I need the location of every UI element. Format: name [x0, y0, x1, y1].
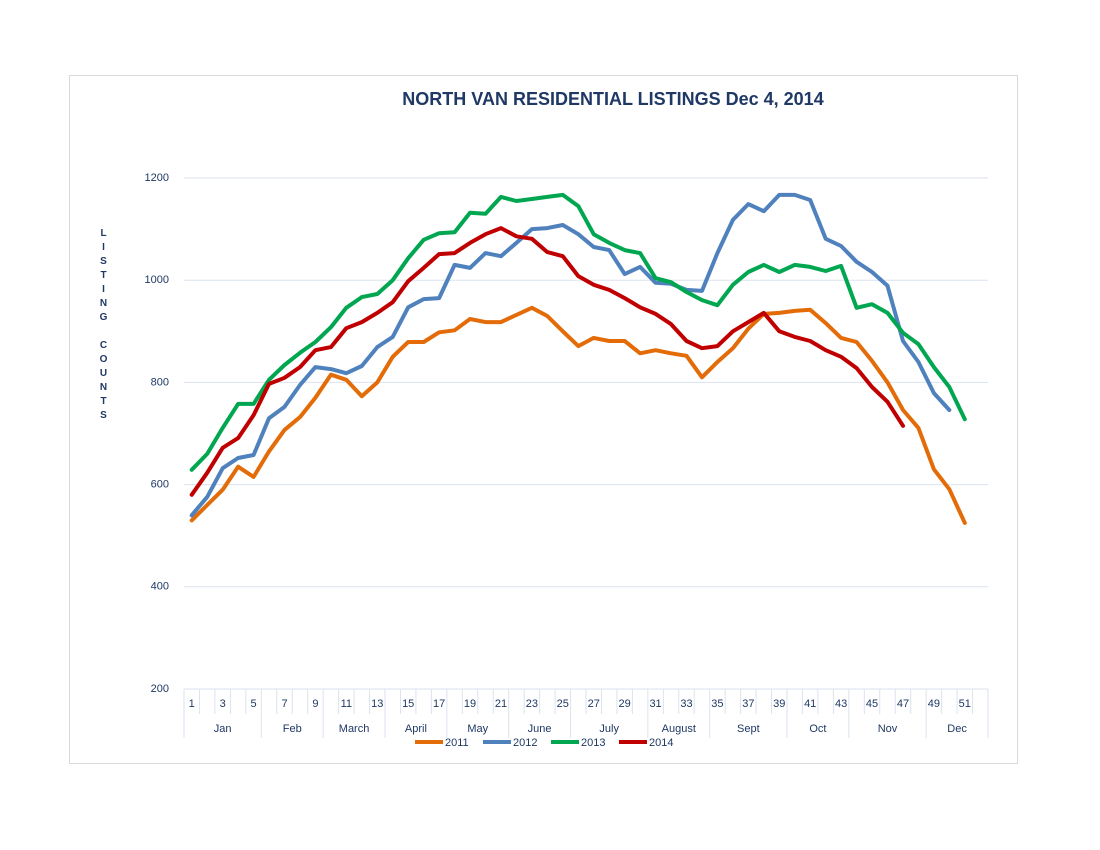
x-tick-label: 25 [557, 698, 569, 710]
x-tick-label: 15 [402, 698, 414, 710]
x-tick-label: 29 [619, 698, 631, 710]
month-label: Sept [737, 723, 760, 735]
month-label: August [662, 723, 696, 735]
chart-title: NORTH VAN RESIDENTIAL LISTINGS Dec 4, 20… [402, 89, 823, 109]
x-tick-label: 9 [312, 698, 318, 710]
y-tick-label: 800 [151, 376, 169, 388]
legend-label: 2013 [581, 737, 605, 749]
x-tick-label: 17 [433, 698, 445, 710]
x-tick-label: 41 [804, 698, 816, 710]
month-label: June [528, 723, 552, 735]
series-line [189, 226, 905, 497]
y-tick-label: 400 [151, 581, 169, 593]
x-tick-label: 3 [220, 698, 226, 710]
y-axis-title: LISTING COUNTS [98, 228, 109, 424]
x-tick-label: 49 [928, 698, 940, 710]
legend-label: 2012 [513, 737, 537, 749]
x-tick-label: 45 [866, 698, 878, 710]
x-tick-label: 39 [773, 698, 785, 710]
y-tick-label: 200 [151, 683, 169, 695]
x-tick-label: 51 [959, 698, 971, 710]
legend-label: 2014 [649, 737, 673, 749]
y-tick-label: 1000 [145, 274, 169, 286]
x-tick-label: 37 [742, 698, 754, 710]
x-tick-label: 11 [341, 698, 352, 710]
x-tick-label: 27 [588, 698, 600, 710]
x-tick-label: 13 [371, 698, 383, 710]
y-tick-label: 1200 [145, 172, 169, 184]
x-tick-label: 7 [281, 698, 287, 710]
month-label: Feb [283, 723, 302, 735]
month-label: March [339, 723, 370, 735]
x-tick-label: 23 [526, 698, 538, 710]
x-tick-label: 1 [189, 698, 195, 710]
series-line [189, 192, 967, 472]
x-tick-label: 33 [680, 698, 692, 710]
chart-frame [69, 75, 1018, 764]
series-line [189, 192, 952, 518]
x-tick-label: 43 [835, 698, 847, 710]
month-label: May [467, 723, 488, 735]
y-tick-label: 600 [151, 479, 169, 491]
month-label: April [405, 723, 427, 735]
x-tick-label: 19 [464, 698, 476, 710]
legend-label: 2011 [445, 737, 469, 749]
month-label: Jan [214, 723, 232, 735]
x-tick-label: 31 [649, 698, 661, 710]
month-label: July [599, 723, 619, 735]
month-label: Dec [947, 723, 967, 735]
month-label: Oct [809, 723, 826, 735]
x-tick-label: 21 [495, 698, 507, 710]
x-tick-label: 5 [251, 698, 257, 710]
x-tick-label: 35 [711, 698, 723, 710]
x-tick-label: 47 [897, 698, 909, 710]
month-label: Nov [878, 723, 898, 735]
series-line [189, 305, 967, 525]
